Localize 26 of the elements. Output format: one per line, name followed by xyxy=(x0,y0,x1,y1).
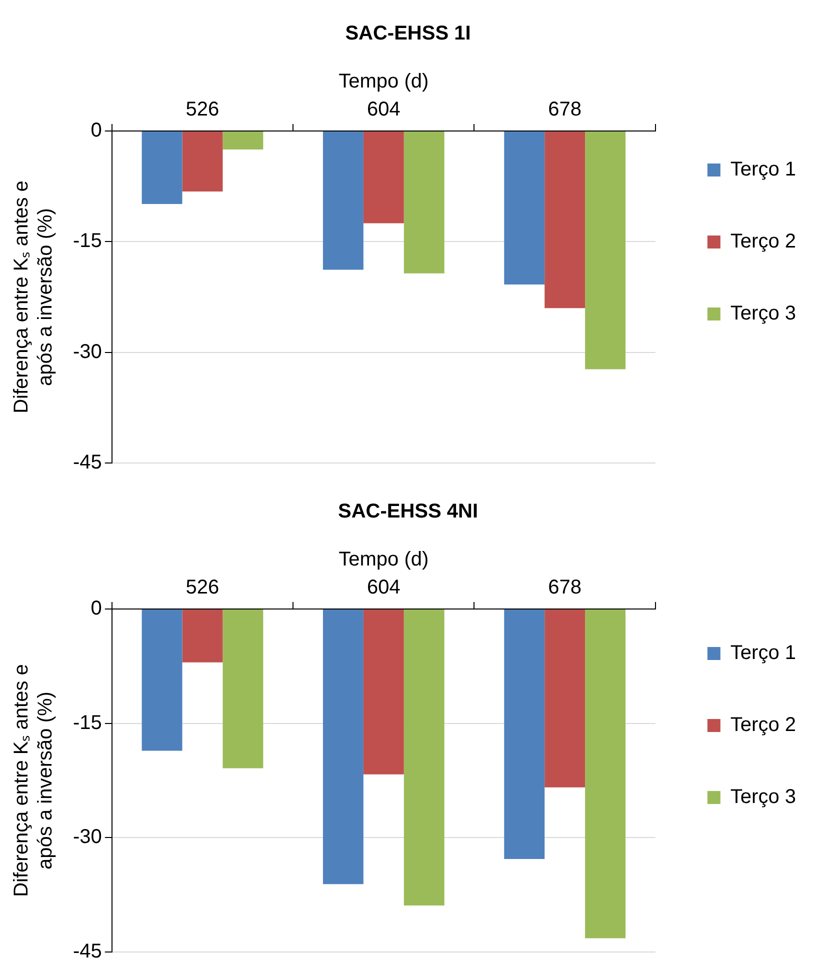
y-tick-label: -45 xyxy=(73,940,102,963)
x-tick-label: 526 xyxy=(186,98,220,121)
y-tick-label: -45 xyxy=(73,452,102,474)
legend-label: Terço 1 xyxy=(730,642,796,664)
chart-title: SAC-EHSS 4NI xyxy=(338,500,478,523)
x-tick-label: 604 xyxy=(366,576,400,599)
legend-label: Terço 3 xyxy=(730,786,796,808)
legend-label: Terço 1 xyxy=(730,158,796,181)
y-tick-label: -15 xyxy=(73,230,102,252)
y-axis-title: Diferença entre Kₛ antes e após a inversão (%) xyxy=(10,180,57,414)
y-tick-label: -30 xyxy=(73,340,102,363)
legend-label: Terço 2 xyxy=(730,230,796,253)
x-tick-label: 526 xyxy=(186,576,220,599)
x-tick-label: 604 xyxy=(366,98,400,121)
x-tick-label: 678 xyxy=(548,98,582,121)
x-tick-label: 678 xyxy=(548,576,582,599)
legend-label: Terço 2 xyxy=(730,714,796,736)
chart-title: SAC-EHSS 1I xyxy=(345,22,471,45)
legend-label: Terço 3 xyxy=(730,302,796,325)
y-tick-label: 0 xyxy=(90,120,102,142)
x-axis-title: Tempo (d) xyxy=(338,548,429,571)
x-axis-title: Tempo (d) xyxy=(338,70,429,93)
y-tick-label: -15 xyxy=(73,712,102,734)
y-axis-title: Diferença entre Kₛ antes e após a inversão (%) xyxy=(10,664,57,897)
y-tick-label: -30 xyxy=(73,826,102,848)
y-tick-label: 0 xyxy=(90,598,102,620)
